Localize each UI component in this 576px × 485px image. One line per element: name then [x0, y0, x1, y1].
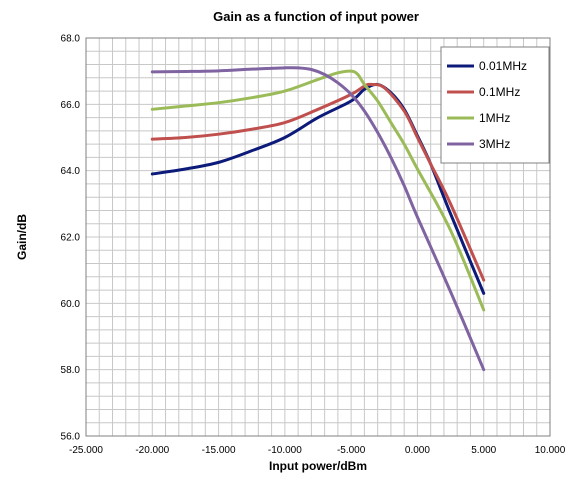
plot-border: [85, 37, 551, 437]
series-group: [150, 66, 486, 372]
x-tick-label: -25.000: [69, 445, 103, 456]
series-line-3: [150, 69, 486, 312]
y-tick-label: 62.0: [61, 233, 81, 244]
x-tick-label: -20.000: [135, 445, 169, 456]
legend-label: 1MHz: [479, 111, 510, 125]
x-tick-label: -15.000: [202, 445, 236, 456]
legend-label: 3MHz: [479, 137, 510, 151]
y-axis-ticks: 56.0 58.0 60.0 62.0 64.0 66.0 68.0: [61, 34, 81, 443]
x-axis-label: Input power/dBm: [269, 459, 367, 473]
series-line-4: [150, 66, 486, 372]
x-axis-ticks: -25.000 -20.000 -15.000 -10.000 -5.000 0.000 5…: [69, 445, 566, 456]
y-tick-label: 56.0: [61, 432, 81, 443]
y-tick-label: 66.0: [61, 100, 81, 111]
legend: 0.01MHz 0.1MHz 1MHz 3MHz: [440, 46, 550, 164]
y-tick-label: 60.0: [61, 299, 81, 310]
y-tick-label: 68.0: [61, 34, 81, 45]
chart-title: Gain as a function of input power: [213, 9, 419, 24]
x-tick-label: 5.000: [471, 445, 496, 456]
x-tick-label: -10.000: [268, 445, 302, 456]
legend-label: 0.1MHz: [479, 85, 520, 99]
y-tick-label: 58.0: [61, 365, 81, 376]
y-tick-label: 64.0: [61, 166, 81, 177]
x-tick-label: -5.000: [337, 445, 366, 456]
x-tick-label: 10.000: [535, 445, 566, 456]
y-axis-label: Gain/dB: [15, 214, 29, 260]
x-tick-label: 0.000: [405, 445, 430, 456]
legend-label: 0.01MHz: [479, 59, 527, 73]
